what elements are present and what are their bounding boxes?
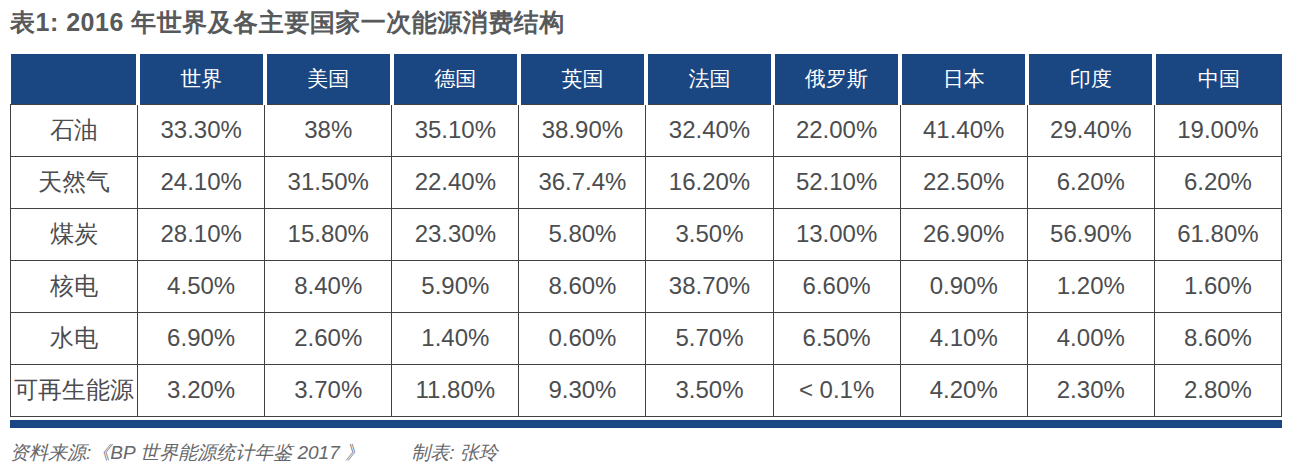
table-cell: 61.80% xyxy=(1154,208,1281,260)
table-row-hydro: 水电 6.90% 2.60% 1.40% 0.60% 5.70% 6.50% 4… xyxy=(11,312,1282,364)
table-cell: 13.00% xyxy=(773,208,900,260)
table-cell: 0.60% xyxy=(519,312,646,364)
table-cell: 35.10% xyxy=(392,104,519,156)
table-cell: 52.10% xyxy=(773,156,900,208)
table-cell: 9.30% xyxy=(519,364,646,416)
table-cell: 2.30% xyxy=(1027,364,1154,416)
table-cell: 26.90% xyxy=(900,208,1027,260)
table-cell: 38% xyxy=(265,104,392,156)
table-cell: 8.60% xyxy=(519,260,646,312)
table-row-nuclear: 核电 4.50% 8.40% 5.90% 8.60% 38.70% 6.60% … xyxy=(11,260,1282,312)
table-cell: < 0.1% xyxy=(773,364,900,416)
table-cell: 23.30% xyxy=(392,208,519,260)
table-cell: 1.40% xyxy=(392,312,519,364)
header-row: 世界 美国 德国 英国 法国 俄罗斯 日本 印度 中国 xyxy=(11,54,1282,104)
row-label: 水电 xyxy=(11,312,138,364)
table-title: 表1: 2016 年世界及各主要国家一次能源消费结构 xyxy=(10,6,1289,38)
table-cell: 28.10% xyxy=(138,208,265,260)
table-cell: 6.60% xyxy=(773,260,900,312)
table-cell: 1.60% xyxy=(1154,260,1281,312)
column-header-japan: 日本 xyxy=(900,54,1027,104)
table-cell: 8.40% xyxy=(265,260,392,312)
column-header-france: 法国 xyxy=(646,54,773,104)
table-cell: 1.20% xyxy=(1027,260,1154,312)
table-cell: 32.40% xyxy=(646,104,773,156)
page: 表1: 2016 年世界及各主要国家一次能源消费结构 世界 美国 德国 英国 法… xyxy=(0,0,1289,462)
table-bottom-bar xyxy=(10,420,1282,428)
table-cell: 3.50% xyxy=(646,208,773,260)
column-header-russia: 俄罗斯 xyxy=(773,54,900,104)
column-header-germany: 德国 xyxy=(392,54,519,104)
table-cell: 29.40% xyxy=(1027,104,1154,156)
table-row-oil: 石油 33.30% 38% 35.10% 38.90% 32.40% 22.00… xyxy=(11,104,1282,156)
table-cell: 3.50% xyxy=(646,364,773,416)
table-cell: 22.00% xyxy=(773,104,900,156)
table-cell: 19.00% xyxy=(1154,104,1281,156)
row-label: 煤炭 xyxy=(11,208,138,260)
table-cell: 4.20% xyxy=(900,364,1027,416)
table-cell: 16.20% xyxy=(646,156,773,208)
table-cell: 22.40% xyxy=(392,156,519,208)
table-cell: 2.80% xyxy=(1154,364,1281,416)
row-label: 石油 xyxy=(11,104,138,156)
table-cell: 31.50% xyxy=(265,156,392,208)
table-cell: 5.70% xyxy=(646,312,773,364)
row-label: 核电 xyxy=(11,260,138,312)
table-cell: 6.20% xyxy=(1027,156,1154,208)
table-cell: 6.90% xyxy=(138,312,265,364)
table-cell: 38.90% xyxy=(519,104,646,156)
table-cell: 4.10% xyxy=(900,312,1027,364)
footer-note: 资料来源:《BP 世界能源统计年鉴 2017 》 制表: 张玲 xyxy=(10,440,1289,462)
table-cell: 24.10% xyxy=(138,156,265,208)
table-maker-note: 制表: 张玲 xyxy=(411,442,498,462)
table-cell: 2.60% xyxy=(265,312,392,364)
table-cell: 3.20% xyxy=(138,364,265,416)
row-label: 天然气 xyxy=(11,156,138,208)
table-cell: 15.80% xyxy=(265,208,392,260)
table-cell: 33.30% xyxy=(138,104,265,156)
table-cell: 56.90% xyxy=(1027,208,1154,260)
column-header-china: 中国 xyxy=(1154,54,1281,104)
energy-consumption-table: 世界 美国 德国 英国 法国 俄罗斯 日本 印度 中国 石油 33.30% 38… xyxy=(10,54,1282,417)
table-cell: 11.80% xyxy=(392,364,519,416)
data-source-note: 资料来源:《BP 世界能源统计年鉴 2017 》 xyxy=(10,442,364,462)
column-header-usa: 美国 xyxy=(265,54,392,104)
table-header: 世界 美国 德国 英国 法国 俄罗斯 日本 印度 中国 xyxy=(11,54,1282,104)
table-cell: 5.80% xyxy=(519,208,646,260)
table-body: 石油 33.30% 38% 35.10% 38.90% 32.40% 22.00… xyxy=(11,104,1282,416)
table-cell: 4.00% xyxy=(1027,312,1154,364)
column-header-india: 印度 xyxy=(1027,54,1154,104)
column-header-uk: 英国 xyxy=(519,54,646,104)
table-cell: 22.50% xyxy=(900,156,1027,208)
table-cell: 6.50% xyxy=(773,312,900,364)
table-cell: 36.7.4% xyxy=(519,156,646,208)
column-header-world: 世界 xyxy=(138,54,265,104)
row-label: 可再生能源 xyxy=(11,364,138,416)
table-cell: 3.70% xyxy=(265,364,392,416)
table-row-coal: 煤炭 28.10% 15.80% 23.30% 5.80% 3.50% 13.0… xyxy=(11,208,1282,260)
table-row-renewables: 可再生能源 3.20% 3.70% 11.80% 9.30% 3.50% < 0… xyxy=(11,364,1282,416)
table-cell: 4.50% xyxy=(138,260,265,312)
corner-cell xyxy=(11,54,138,104)
table-cell: 0.90% xyxy=(900,260,1027,312)
table-cell: 5.90% xyxy=(392,260,519,312)
table-cell: 41.40% xyxy=(900,104,1027,156)
table-cell: 6.20% xyxy=(1154,156,1281,208)
table-cell: 8.60% xyxy=(1154,312,1281,364)
table-row-natural-gas: 天然气 24.10% 31.50% 22.40% 36.7.4% 16.20% … xyxy=(11,156,1282,208)
table-cell: 38.70% xyxy=(646,260,773,312)
